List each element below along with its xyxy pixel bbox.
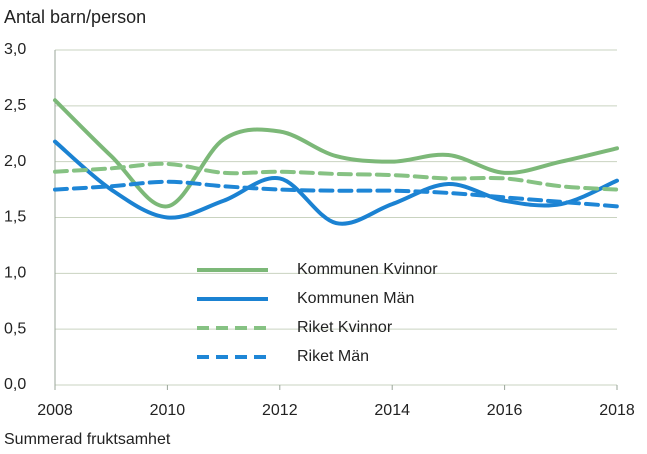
legend-label: Kommunen Män <box>297 290 414 307</box>
x-tick-label: 2012 <box>262 402 298 419</box>
y-tick-label: 3,0 <box>4 41 26 58</box>
series-line <box>53 161 619 192</box>
y-tick-label: 1,5 <box>4 209 26 226</box>
x-tick-label: 2014 <box>374 402 410 419</box>
x-tick-label: 2016 <box>487 402 523 419</box>
y-tick-label: 0,5 <box>4 320 26 337</box>
x-axis-label: Summerad fruktsamhet <box>4 431 171 448</box>
y-tick-label: 0,0 <box>4 376 26 393</box>
y-tick-label: 1,0 <box>4 265 26 282</box>
chart-title: Antal barn/person <box>4 7 146 27</box>
y-tick-label: 2,0 <box>4 153 26 170</box>
series-line <box>53 98 619 209</box>
y-tick-label: 2,5 <box>4 97 26 114</box>
legend-label: Riket Män <box>297 348 369 365</box>
series-line <box>53 179 619 209</box>
x-tick-label: 2018 <box>599 402 635 419</box>
legend-label: Kommunen Kvinnor <box>297 261 438 278</box>
series-line <box>53 139 619 226</box>
x-tick-label: 2008 <box>37 402 73 419</box>
x-tick-label: 2010 <box>150 402 186 419</box>
legend-label: Riket Kvinnor <box>297 319 393 336</box>
